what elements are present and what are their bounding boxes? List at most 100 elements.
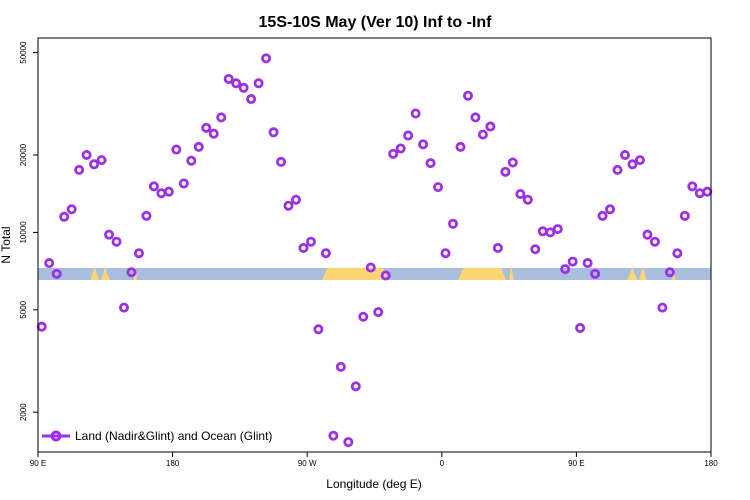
data-point: [118, 302, 129, 313]
data-point: [388, 148, 399, 159]
data-point: [462, 90, 473, 101]
data-point: [687, 181, 698, 192]
data-point: [448, 218, 459, 229]
data-point: [290, 194, 301, 205]
data-point: [358, 311, 369, 322]
land-bump: [639, 266, 647, 280]
data-point: [163, 186, 174, 197]
data-point: [455, 141, 466, 152]
data-point: [649, 236, 660, 247]
land-bump: [509, 266, 514, 280]
data-point: [186, 155, 197, 166]
data-point: [335, 361, 346, 372]
plot-frame: [37, 37, 712, 453]
data-point: [679, 210, 690, 221]
data-point: [36, 321, 47, 332]
data-point: [500, 166, 511, 177]
y-axis-label: N Total: [0, 226, 13, 263]
data-point: [672, 248, 683, 259]
data-point: [634, 155, 645, 166]
data-point: [313, 324, 324, 335]
data-point: [410, 108, 421, 119]
land-segment: [322, 268, 388, 280]
data-point: [246, 94, 257, 105]
data-point: [477, 129, 488, 140]
data-point: [590, 268, 601, 279]
data-point: [373, 307, 384, 318]
data-point: [575, 322, 586, 333]
y-tick-label: 10000: [19, 221, 28, 244]
data-point: [51, 268, 62, 279]
data-point: [470, 112, 481, 123]
data-point: [66, 204, 77, 215]
chart-title: 15S-10S May (Ver 10) Inf to -Inf: [259, 14, 493, 31]
data-point: [537, 226, 548, 237]
data-point: [642, 229, 653, 240]
x-tick-label: 90 E: [30, 459, 46, 468]
land-bump: [90, 266, 100, 280]
data-point: [627, 159, 638, 170]
y-tick-label: 5000: [19, 300, 28, 318]
data-point: [253, 78, 264, 89]
data-point: [560, 264, 571, 275]
land-bump: [100, 266, 110, 280]
data-point: [193, 141, 204, 152]
data-points: [36, 53, 713, 448]
data-point: [418, 139, 429, 150]
legend-marker: [50, 430, 62, 442]
data-point: [178, 178, 189, 189]
x-tick-label: 180: [704, 459, 718, 468]
data-point: [305, 236, 316, 247]
data-point: [283, 200, 294, 211]
data-point: [59, 211, 70, 222]
data-point: [522, 194, 533, 205]
data-point: [350, 381, 361, 392]
data-point: [89, 159, 100, 170]
data-point: [171, 144, 182, 155]
land-ocean-strip: [38, 266, 711, 280]
data-point: [126, 267, 137, 278]
x-tick-label: 90 E: [568, 459, 584, 468]
data-point: [440, 248, 451, 259]
data-point: [605, 204, 616, 215]
data-point: [320, 248, 331, 259]
data-point: [552, 224, 563, 235]
data-point: [328, 430, 339, 441]
legend: Land (Nadir&Glint) and Ocean (Glint): [42, 429, 272, 443]
data-point: [261, 53, 272, 64]
data-point: [395, 143, 406, 154]
data-point: [268, 127, 279, 138]
data-point: [74, 164, 85, 175]
data-point: [545, 227, 556, 238]
land-bump: [627, 266, 638, 280]
data-point: [492, 242, 503, 253]
data-point: [380, 270, 391, 281]
data-point: [582, 258, 593, 269]
data-point: [702, 186, 713, 197]
data-point: [208, 128, 219, 139]
data-point: [597, 210, 608, 221]
data-point: [515, 189, 526, 200]
data-point: [485, 121, 496, 132]
data-point: [620, 149, 631, 160]
y-tick-label: 50000: [19, 41, 28, 64]
data-point: [238, 82, 249, 93]
axis-ticks: 90 E 180 90 W 0 90 E 180 2000 5000 10000 20000 500…: [19, 41, 718, 468]
data-point: [425, 158, 436, 169]
data-point: [231, 78, 242, 89]
data-point: [403, 130, 414, 141]
data-point: [433, 182, 444, 193]
data-point: [104, 229, 115, 240]
data-point: [343, 437, 354, 448]
data-point: [81, 149, 92, 160]
data-point: [694, 188, 705, 199]
x-axis-label: Longitude (deg E): [326, 477, 421, 491]
data-point: [156, 188, 167, 199]
y-tick-label: 2000: [19, 403, 28, 421]
data-point: [664, 267, 675, 278]
data-point: [96, 155, 107, 166]
data-point: [657, 302, 668, 313]
data-point: [141, 210, 152, 221]
data-point: [298, 242, 309, 253]
